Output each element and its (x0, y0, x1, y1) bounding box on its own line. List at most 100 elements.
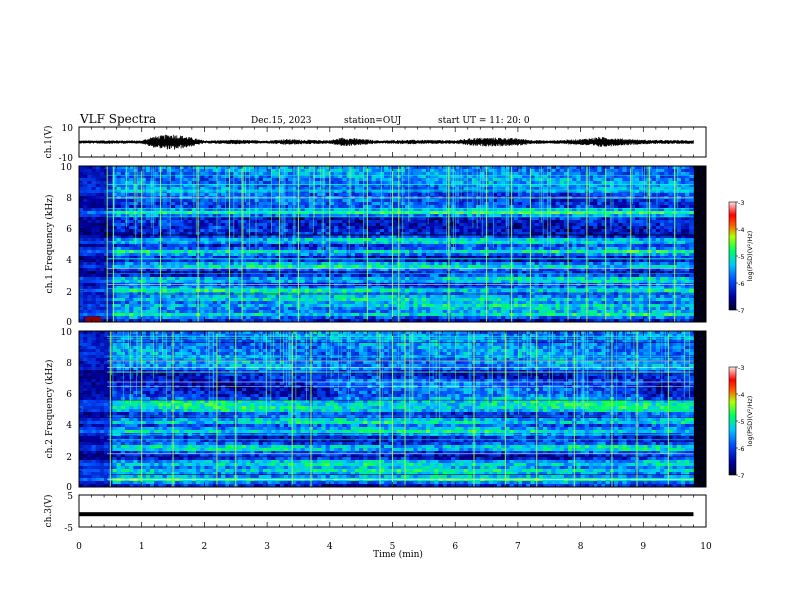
spectrogram-cell (204, 238, 209, 242)
spectrogram-cell (183, 274, 189, 278)
spectrogram-cell (430, 271, 435, 275)
spectrogram-cell (271, 181, 276, 185)
spectrogram-cell (170, 298, 176, 302)
spectrogram-cell (221, 232, 226, 236)
spectrogram-cell (87, 253, 92, 257)
spectrogram-cell (187, 274, 193, 278)
spectrogram-cell (267, 268, 272, 272)
spectrogram-cell (216, 244, 222, 248)
spectrogram-cell (413, 286, 418, 290)
spectrogram-cell (371, 211, 377, 215)
spectrogram-cell (392, 271, 398, 275)
spectrogram-cell (371, 310, 377, 314)
spectrogram-cell (392, 190, 398, 194)
spectrogram-cell (459, 244, 464, 248)
spectrogram-cell (271, 226, 276, 230)
spectrogram-cell (212, 223, 218, 227)
spectrogram-cell (254, 298, 260, 302)
spectrogram-cell (83, 175, 88, 179)
spectrogram-cell (405, 235, 410, 239)
spectrogram-cell (262, 265, 268, 269)
spectrogram-cell (388, 244, 393, 248)
spectrogram-cell (413, 259, 418, 263)
spectrogram-cell (325, 220, 331, 224)
spectrogram-cell (338, 280, 343, 284)
spectrogram-cell (187, 295, 193, 299)
spectrogram-cell (321, 193, 327, 197)
spectrogram-cell (204, 229, 209, 233)
spectrogram-cell (325, 265, 331, 269)
spectrogram-cell (283, 274, 289, 278)
spectrogram-cell (438, 250, 444, 254)
spectrogram-cell (300, 178, 306, 182)
spectrogram-cell (288, 268, 293, 272)
spectrogram-cell (434, 262, 439, 266)
spectrogram-cell (191, 295, 197, 299)
spectrogram-cell (275, 256, 281, 260)
spectrogram-cell (145, 256, 151, 260)
spectrogram-cell (304, 310, 310, 314)
spectrogram-cell (183, 295, 189, 299)
spectrogram-cell (250, 298, 255, 302)
spectrogram-cell (91, 208, 97, 212)
spectrogram-cell (267, 301, 272, 305)
spectrogram-cell (246, 253, 251, 257)
spectrogram-cell (300, 184, 306, 188)
spectrogram-cell (116, 223, 122, 227)
spectrogram-cell (99, 187, 105, 191)
spectrogram-cell (99, 190, 105, 194)
spectrogram-cell (317, 175, 322, 179)
spectrogram-cell (438, 178, 444, 182)
spectrogram-cell (191, 280, 197, 284)
spectrogram-cell (375, 259, 381, 263)
spectrogram-cell (442, 196, 448, 200)
spectrogram-cell (417, 304, 423, 308)
spectrogram-cell (283, 298, 289, 302)
spectrogram-cell (91, 310, 97, 314)
spectrogram-cell (379, 274, 385, 278)
spectrogram-cell (108, 172, 113, 176)
spectrogram-cell (225, 298, 230, 302)
spectrogram-cell (279, 268, 285, 272)
spectrogram-cell (459, 268, 464, 272)
spectrogram-cell (459, 178, 464, 182)
spectrogram-cell (212, 241, 218, 245)
spectrogram-cell (225, 184, 230, 188)
spectrogram-cell (459, 253, 464, 257)
spectrogram-cell (409, 226, 414, 230)
spectrogram-cell (421, 235, 427, 239)
spectrogram-cell (430, 244, 435, 248)
spectrogram-cell (254, 313, 260, 317)
spectrogram-cell (292, 196, 297, 200)
spectrogram-cell (145, 223, 151, 227)
spectrogram-cell (233, 217, 239, 221)
spectrogram-cell (191, 241, 197, 245)
spectrogram-cell (333, 193, 339, 197)
spectrogram-cell (400, 277, 406, 281)
spectrogram-cell (233, 232, 239, 236)
spectrogram-cell (308, 316, 314, 320)
spectrogram-cell (271, 199, 276, 203)
spectrogram-cell (212, 184, 218, 188)
spectrogram-cell (154, 280, 159, 284)
spectrogram-cell (91, 196, 97, 200)
spectrogram-cell (225, 232, 230, 236)
spectrogram-cell (212, 280, 218, 284)
spectrogram-cell (430, 166, 435, 170)
spectrogram-cell (350, 238, 356, 242)
spectrogram-cell (187, 229, 193, 233)
spectrogram-cell (145, 295, 151, 299)
spectrogram-cell (292, 220, 297, 224)
spectrogram-cell (367, 232, 372, 236)
spectrogram-cell (212, 298, 218, 302)
spectrogram-cell (288, 208, 293, 212)
spectrogram-cell (237, 205, 243, 209)
spectrogram-cell (350, 184, 356, 188)
spectrogram-cell (329, 295, 335, 299)
spectrogram-cell (455, 175, 460, 179)
spectrogram-cell (371, 217, 377, 221)
spectrogram-cell (304, 220, 310, 224)
spectrogram-cell (388, 229, 393, 233)
spectrogram-cell (329, 175, 335, 179)
spectrogram-cell (392, 211, 398, 215)
